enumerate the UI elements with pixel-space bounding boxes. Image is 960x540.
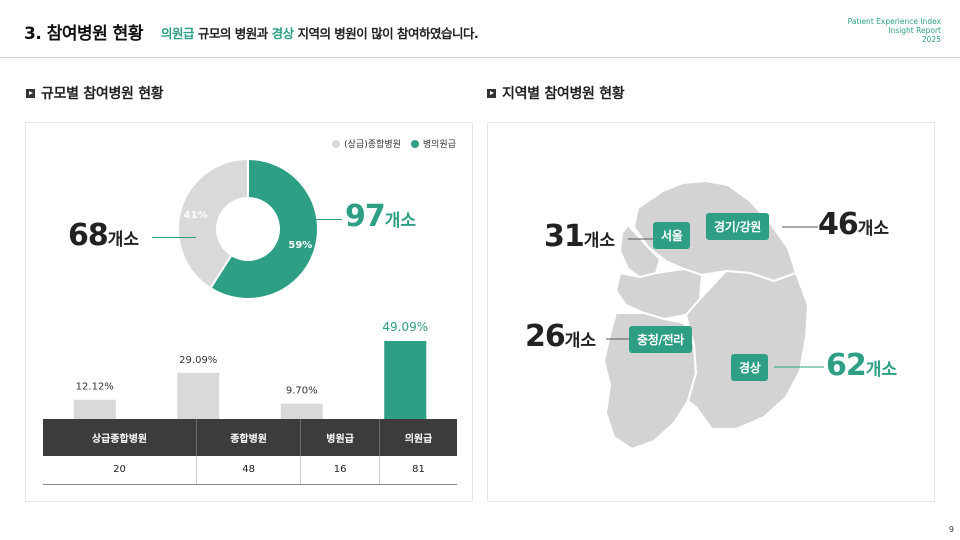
brand-block: Patient Experience Index Insight Report … xyxy=(848,17,941,44)
header: 3. 참여병원 현황 의원급 규모의 병원과 경상 지역의 병원이 많이 참여하… xyxy=(0,0,960,58)
bar-label-2: 9.70% xyxy=(286,386,318,397)
table-header-cell: 병원급 xyxy=(300,419,381,456)
region-tag-chungcheong-jeolla: 충청/전라 xyxy=(629,326,693,353)
chungcheong-count-unit: 개소 xyxy=(564,331,597,351)
table-header-row: 상급종합병원 종합병원 병원급 의원급 xyxy=(43,419,457,456)
subtitle-text-2: 지역의 병원이 많이 참여하였습니다. xyxy=(293,26,479,41)
size-chart-panel: (상급)종합병원 병의원급 59% 41% 12.12% 29.09% 9.70% 49.… xyxy=(25,122,473,502)
section-marker-icon xyxy=(26,88,35,98)
table-cell: 48 xyxy=(196,456,302,485)
clinic-count-leader xyxy=(314,219,342,220)
page-number: 9 xyxy=(948,525,954,534)
gyeongsang-count-value: 62 xyxy=(826,348,867,383)
table-cell: 20 xyxy=(43,456,197,485)
bar-label-3: 49.09% xyxy=(382,320,428,334)
brand-line-2: Insight Report xyxy=(888,26,941,35)
legend-swatch-gray xyxy=(332,139,341,148)
gyeongsang-count-callout: 62개소 xyxy=(826,348,897,383)
general-count-value: 68 xyxy=(68,218,109,253)
pie-legend: (상급)종합병원 병의원급 xyxy=(332,137,456,150)
region-tag-gyeongsang: 경상 xyxy=(731,354,769,381)
section-title-region-text: 지역별 참여병원 현황 xyxy=(502,86,625,102)
subtitle-highlight-size: 의원급 xyxy=(161,26,195,41)
bar-3 xyxy=(384,341,427,419)
size-chart-svg: 59% 41% 12.12% 29.09% 9.70% 49.09% xyxy=(73,157,428,419)
legend-item-general: (상급)종합병원 xyxy=(332,137,401,150)
bar-1 xyxy=(177,372,220,419)
clinic-count-callout: 97개소 xyxy=(345,199,416,234)
legend-swatch-green xyxy=(410,139,419,148)
clinic-count-unit: 개소 xyxy=(384,211,417,231)
table-row: 20 48 16 81 xyxy=(43,456,457,485)
seoul-count-callout: 31개소 xyxy=(544,219,615,254)
table-header-cell: 상급종합병원 xyxy=(43,419,197,456)
chungcheong-count-value: 26 xyxy=(525,319,566,354)
gyeonggi-count-unit: 개소 xyxy=(857,219,890,239)
region-map-panel: 서울 경기/강원 충청/전라 경상 31개소 46개소 26개소 62개소 xyxy=(487,122,935,502)
general-count-callout: 68개소 xyxy=(68,218,139,253)
region-tag-gyeonggi-gangwon: 경기/강원 xyxy=(706,213,770,240)
size-table: 상급종합병원 종합병원 병원급 의원급 20 48 16 81 xyxy=(43,419,457,485)
page-subtitle: 의원급 규모의 병원과 경상 지역의 병원이 많이 참여하였습니다. xyxy=(161,23,479,42)
table-cell: 16 xyxy=(300,456,381,485)
map-region-gyeongsang xyxy=(685,270,809,430)
general-count-leader xyxy=(152,237,196,238)
pie-slice-0 xyxy=(177,157,249,290)
seoul-count-unit: 개소 xyxy=(583,231,616,251)
legend-item-clinic: 병의원급 xyxy=(410,137,456,150)
legend-label-clinic: 병의원급 xyxy=(422,140,456,150)
seoul-count-value: 31 xyxy=(544,219,585,254)
table-header-cell: 종합병원 xyxy=(196,419,302,456)
section-title-region: 지역별 참여병원 현황 xyxy=(487,83,625,103)
gyeonggi-count-value: 46 xyxy=(818,207,859,242)
section-title-size: 규모별 참여병원 현황 xyxy=(26,83,164,103)
pie-label-1: 59% xyxy=(288,240,312,251)
clinic-count-value: 97 xyxy=(345,199,386,234)
pie-label-0: 41% xyxy=(184,210,208,221)
gyeongsang-count-unit: 개소 xyxy=(865,360,898,380)
subtitle-highlight-region: 경상 xyxy=(271,26,295,41)
gyeonggi-count-callout: 46개소 xyxy=(818,207,889,242)
subtitle-text-1: 규모의 병원과 xyxy=(194,26,272,41)
region-tag-seoul: 서울 xyxy=(653,222,691,249)
korea-map-icon xyxy=(603,180,824,450)
bar-0 xyxy=(73,399,116,419)
legend-label-general: (상급)종합병원 xyxy=(344,140,401,150)
section-title-size-text: 규모별 참여병원 현황 xyxy=(41,86,164,102)
bar-label-1: 29.09% xyxy=(179,355,217,366)
bar-label-0: 12.12% xyxy=(76,382,114,393)
table-cell: 81 xyxy=(379,456,457,485)
page-title: 3. 참여병원 현황 xyxy=(24,24,143,44)
table-header-cell: 의원급 xyxy=(379,419,457,456)
bar-2 xyxy=(280,403,323,419)
brand-line-3: 2025 xyxy=(921,35,941,44)
chungcheong-count-callout: 26개소 xyxy=(525,319,596,354)
pie-slice-1 xyxy=(209,157,319,300)
brand-line-1: Patient Experience Index xyxy=(847,17,941,26)
general-count-unit: 개소 xyxy=(107,230,140,250)
section-marker-icon xyxy=(487,88,496,98)
